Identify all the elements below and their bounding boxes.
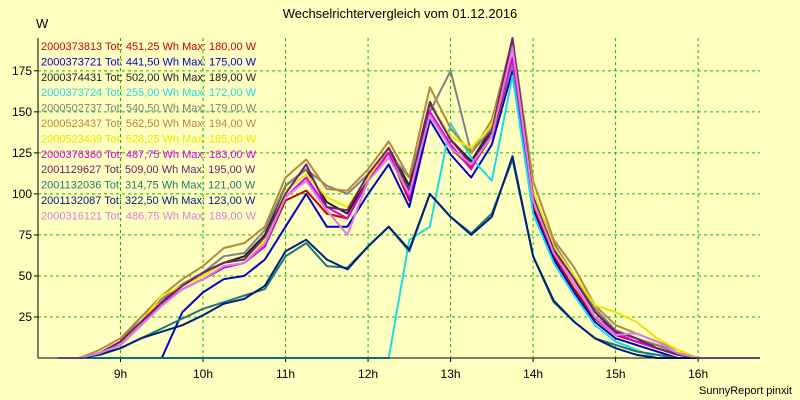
series-line-12 [58,46,760,359]
legend-entry-6: 2000523437 Tot: 562,50 Wh Max: 194,00 W [41,118,257,130]
x-tick-label: 14h [523,367,543,381]
y-axis-unit-label: W [36,16,49,31]
legend-entry-11: 2001132087 Tot: 322,50 Wh Max: 123,00 W [41,195,256,207]
x-tick-label: 16h [688,367,708,381]
x-tick-label: 12h [358,367,378,381]
legend-entry-9: 2001129627 Tot: 509,00 Wh Max: 195,00 W [41,164,256,176]
footer-credit: SunnyReport pinxit [699,385,792,397]
legend-entry-3: 2000374431 Tot: 502,00 Wh Max: 189,00 W [41,72,257,84]
x-tick-label: 9h [114,367,127,381]
legend-entry-5: 2000502737 Tot: 540,50 Wh Max: 179,00 W [41,103,257,115]
series-line-11 [58,155,760,359]
x-tick-label: 11h [276,367,295,381]
y-tick-label: 25 [19,310,33,324]
legend-entry-12: 2000316121 Tot: 486,75 Wh Max: 189,00 W [41,210,257,222]
y-tick-label: 75 [19,228,33,242]
chart-title: Wechselrichtervergleich vom 01.12.2016 [282,6,518,21]
y-tick-label: 50 [19,269,33,283]
x-tick-label: 13h [441,367,461,381]
x-tick-label: 15h [606,367,626,381]
y-tick-label: 175 [12,64,32,78]
legend-entry-4: 2000373724 Tot: 255,00 Wh Max: 172,00 W [41,87,257,99]
legend-entry-8: 2000376360 Tot: 487,75 Wh Max: 183,00 W [41,149,257,161]
legend-entry-2: 2000373721 Tot: 441,50 Wh Max: 175,00 W [41,56,257,68]
legend-entry-7: 2000523439 Tot: 528,25 Wh Max: 185,00 W [41,133,257,145]
series-line-10 [58,158,760,359]
x-tick-label: 10h [193,367,213,381]
y-tick-label: 100 [12,187,32,201]
y-tick-label: 125 [12,146,32,160]
legend-entry-10: 2001132036 Tot: 314,75 Wh Max: 121,00 W [41,180,256,192]
legend-entry-1: 2000373813 Tot: 451,25 Wh Max: 180,00 W [41,41,257,53]
y-tick-label: 150 [12,105,32,119]
